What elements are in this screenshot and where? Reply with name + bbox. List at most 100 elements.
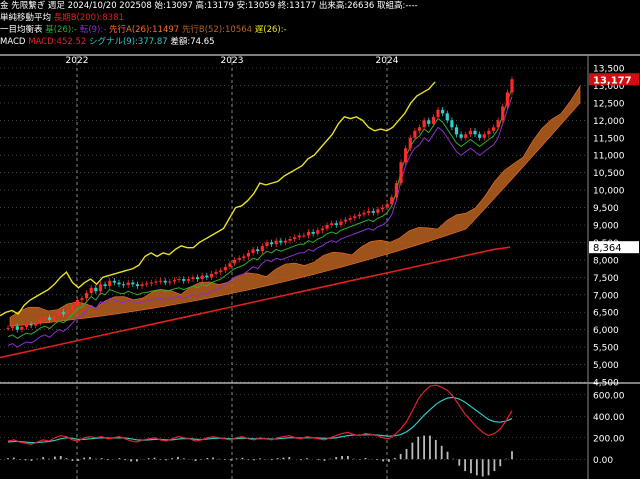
candle-body — [496, 120, 500, 128]
candle-body — [283, 240, 288, 243]
macd-tick-label: 0.00 — [593, 456, 613, 466]
candle-body — [121, 284, 126, 286]
tenkan-legend: 転(9):- — [79, 25, 107, 35]
candle-body — [34, 322, 38, 326]
candle-body — [191, 277, 195, 280]
tenkan-line — [7, 96, 513, 348]
candle-body — [57, 312, 61, 316]
candle-body — [320, 228, 325, 231]
price-tick-label: 9,500 — [593, 204, 619, 214]
candle-body — [251, 249, 255, 253]
price-tick-label: 6,000 — [593, 326, 619, 336]
candle-body — [80, 298, 84, 301]
candle-body — [71, 305, 75, 311]
candle-body — [445, 113, 449, 121]
candle-body — [214, 272, 218, 274]
candle-body — [394, 183, 399, 198]
candle-body — [306, 231, 311, 236]
macd-tick-label: 600.00 — [593, 391, 625, 401]
ma-title: 単純移動平均 — [0, 13, 52, 23]
macd-panel: 600.00 400.00 200.00 0.00 — [0, 384, 625, 477]
candle-body — [436, 109, 440, 117]
candle-body — [103, 284, 107, 287]
last-price-badge — [589, 73, 639, 86]
price-tick-label: 7,500 — [593, 274, 619, 284]
candle-body — [246, 252, 251, 257]
candle-body — [330, 223, 334, 225]
candle-body — [75, 300, 79, 306]
candle-body — [367, 211, 371, 213]
candle-body — [464, 134, 468, 138]
price-tick-label: 5,500 — [593, 344, 619, 354]
candle-body — [325, 225, 329, 229]
candle-body — [376, 209, 380, 213]
candle-body — [11, 326, 15, 328]
ichimoku-title: 一目均衡表 — [0, 25, 43, 35]
candle-body — [200, 275, 204, 280]
candle-body — [145, 283, 149, 285]
candle-body — [505, 92, 509, 107]
candle-body — [205, 275, 209, 278]
candle-body — [223, 266, 227, 271]
price-tick-label: 13,000 — [593, 82, 625, 92]
ichimoku-cloud — [9, 85, 581, 327]
price-tick-label: 12,000 — [593, 117, 625, 127]
cloud-area — [9, 85, 581, 327]
candle-body — [274, 240, 278, 245]
candle-body — [117, 282, 121, 285]
candle-body — [108, 280, 112, 287]
candle-body — [339, 221, 343, 225]
year-label: 2023 — [221, 56, 244, 66]
price-tick-label: 6,500 — [593, 309, 619, 319]
candle-body — [459, 134, 463, 138]
price-tick-label: 12,500 — [593, 99, 625, 109]
grid-lines: 2022 2023 2024 — [0, 54, 640, 479]
price-tick-label: 13,500 — [593, 65, 625, 75]
candle-body — [431, 116, 435, 124]
candle-body — [334, 223, 338, 225]
hist-legend: 差額:74.65 — [170, 37, 215, 47]
signal-legend: シグナル(9):377.87 — [88, 37, 168, 47]
kijun-line — [7, 87, 513, 339]
price-tick-label: 10,500 — [593, 169, 625, 179]
candle-body — [158, 280, 163, 282]
chikou-line — [0, 81, 436, 317]
candle-body — [269, 242, 274, 245]
candle-body — [380, 207, 385, 210]
candle-body — [29, 324, 33, 326]
candle-body — [482, 134, 486, 138]
candle-body — [297, 235, 301, 238]
candle-body — [85, 293, 89, 299]
price-tick-label: 7,000 — [593, 291, 619, 301]
candle-body — [371, 211, 375, 213]
candle-body — [357, 214, 362, 217]
price-tick-label: 11,500 — [593, 134, 625, 144]
macd-tick-label: 200.00 — [593, 434, 625, 444]
chikou-legend: 遅(26):- — [254, 25, 287, 35]
senkou-b-legend: 先行B(52):10564 — [181, 25, 253, 35]
signal-line — [7, 396, 513, 444]
candle-body — [501, 106, 505, 121]
candle-body — [38, 319, 42, 323]
candle-body — [140, 284, 144, 287]
header-line-4: MACD MACD:452.52 シグナル(9):377.87 差額:74.65 — [0, 37, 215, 47]
candle-body — [288, 238, 292, 241]
macd-legend: MACD:452.52 — [28, 37, 87, 47]
candle-body — [177, 279, 181, 281]
candle-body — [343, 219, 348, 222]
macd-line — [7, 384, 513, 445]
candle-body — [48, 317, 52, 320]
candle-body — [168, 281, 172, 283]
candle-body — [422, 120, 426, 128]
candle-body — [135, 284, 140, 287]
price-tick-label: 11,000 — [593, 152, 625, 162]
candle-body — [302, 235, 306, 237]
year-label: 2024 — [376, 56, 399, 66]
kijun-legend: 基(26):- — [45, 25, 78, 35]
candle-body — [112, 280, 116, 283]
candle-body — [163, 280, 167, 283]
candle-body — [427, 120, 431, 124]
price-tick-label: 9,000 — [593, 222, 619, 232]
indicator-lines — [0, 81, 513, 359]
